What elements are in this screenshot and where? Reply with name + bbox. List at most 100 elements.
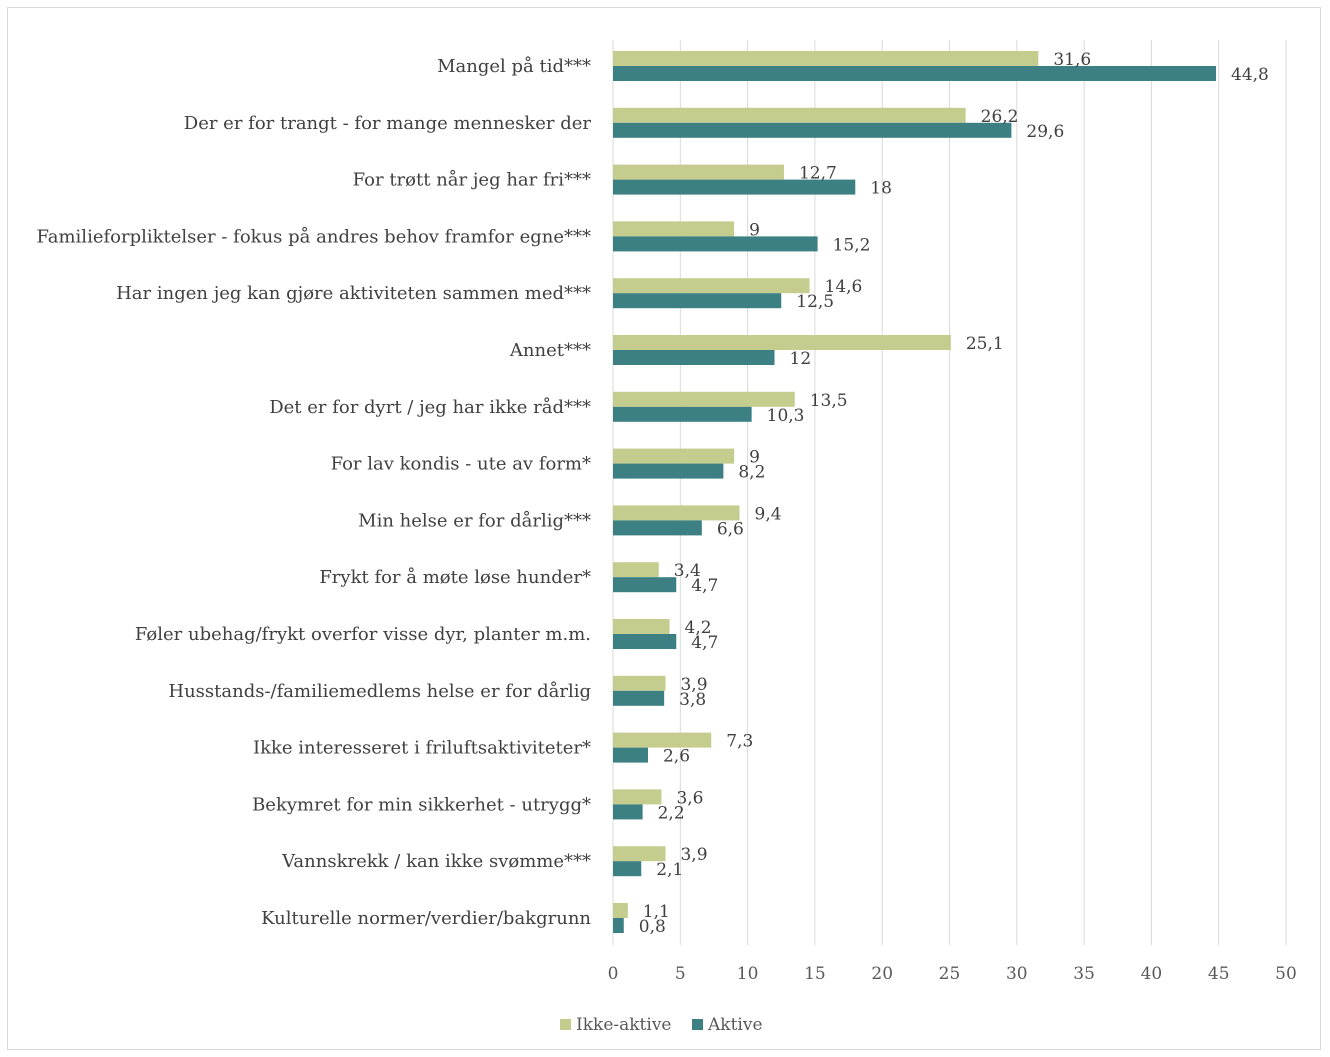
category-label: For lav kondis - ute av form* bbox=[331, 454, 591, 475]
bars bbox=[613, 51, 1217, 933]
bar-aktive bbox=[613, 406, 752, 422]
category-label: Familieforpliktelser - fokus på andres b… bbox=[36, 225, 591, 247]
data-label: 12,7 bbox=[799, 164, 837, 184]
data-label: 9 bbox=[749, 220, 760, 240]
bar-aktive bbox=[613, 236, 818, 252]
data-label: 9,4 bbox=[755, 504, 782, 524]
category-label: For trøtt når jeg har fri*** bbox=[353, 169, 591, 191]
legend-label: Aktive bbox=[707, 1015, 763, 1035]
x-tick-label: 5 bbox=[675, 964, 686, 984]
data-label: 15,2 bbox=[833, 235, 871, 255]
category-label: Kulturelle normer/verdier/bakgrunn bbox=[261, 908, 591, 929]
bar-ikke-aktive bbox=[613, 164, 784, 180]
data-label: 0,8 bbox=[639, 917, 666, 937]
data-label: 2,1 bbox=[656, 860, 683, 880]
x-tick-label: 0 bbox=[608, 964, 619, 984]
category-label: Frykt for å møte løse hunder* bbox=[319, 566, 591, 588]
x-tick-label: 35 bbox=[1073, 964, 1095, 984]
x-tick-label: 30 bbox=[1006, 964, 1028, 984]
bar-aktive bbox=[613, 520, 702, 536]
data-label: 13,5 bbox=[810, 391, 848, 411]
bar-aktive bbox=[613, 122, 1012, 138]
bar-aktive bbox=[613, 747, 648, 763]
category-label: Har ingen jeg kan gjøre aktiviteten samm… bbox=[116, 283, 591, 304]
category-label: Mangel på tid*** bbox=[437, 55, 591, 77]
bar-aktive bbox=[613, 690, 665, 706]
bar-ikke-aktive bbox=[613, 846, 666, 862]
bar-aktive bbox=[613, 179, 856, 195]
data-label: 1,1 bbox=[643, 902, 670, 922]
bar-aktive bbox=[613, 918, 624, 933]
bar-ikke-aktive bbox=[613, 732, 712, 748]
bar-ikke-aktive bbox=[613, 391, 795, 407]
x-tick-label: 50 bbox=[1275, 964, 1297, 984]
data-label: 3,9 bbox=[680, 675, 707, 695]
x-tick-label: 25 bbox=[939, 964, 961, 984]
data-label: 25,1 bbox=[966, 334, 1004, 354]
data-label: 7,3 bbox=[726, 732, 753, 752]
bar-ikke-aktive bbox=[613, 335, 951, 350]
data-label: 12 bbox=[790, 349, 812, 369]
legend-swatch bbox=[560, 1019, 571, 1030]
legend-label: Ikke-aktive bbox=[576, 1015, 672, 1035]
data-label: 31,6 bbox=[1053, 50, 1091, 70]
bar-ikke-aktive bbox=[613, 675, 666, 691]
data-label: 3,8 bbox=[679, 690, 706, 710]
category-label: Ikke interesseret i friluftsaktiviteter* bbox=[253, 738, 591, 759]
data-label: 26,2 bbox=[981, 107, 1019, 127]
data-label: 18 bbox=[870, 179, 892, 199]
x-axis-ticks: 0 5 10 15 20 25 30 35 40 45 50 bbox=[608, 964, 1297, 984]
data-label: 44,8 bbox=[1231, 65, 1269, 85]
bar-aktive bbox=[613, 463, 724, 479]
data-label: 2,6 bbox=[663, 747, 690, 767]
x-tick-label: 45 bbox=[1208, 964, 1230, 984]
x-tick-label: 20 bbox=[871, 964, 893, 984]
bar-ikke-aktive bbox=[613, 789, 662, 805]
x-tick-label: 10 bbox=[737, 964, 759, 984]
data-label: 29,6 bbox=[1026, 122, 1064, 142]
bar-ikke-aktive bbox=[613, 505, 740, 521]
bar-ikke-aktive bbox=[613, 107, 966, 123]
data-label: 12,5 bbox=[796, 292, 834, 312]
legend: Ikke-aktive Aktive bbox=[560, 1015, 763, 1035]
data-label: 3,4 bbox=[674, 561, 701, 581]
category-label: Vannskrekk / kan ikke svømme*** bbox=[281, 851, 591, 872]
category-labels: Mangel på tid*** Der er for trangt - for … bbox=[36, 55, 591, 929]
data-label: 4,7 bbox=[691, 633, 718, 653]
data-label: 4,2 bbox=[685, 618, 712, 638]
bar-aktive bbox=[613, 804, 643, 820]
bar-ikke-aktive bbox=[613, 619, 670, 634]
data-label: 10,3 bbox=[767, 406, 805, 426]
data-label: 4,7 bbox=[691, 576, 718, 596]
bar-ikke-aktive bbox=[613, 278, 810, 294]
x-tick-label: 40 bbox=[1141, 964, 1163, 984]
data-label: 6,6 bbox=[717, 519, 744, 539]
category-label: Det er for dyrt / jeg har ikke råd*** bbox=[269, 396, 591, 418]
category-label: Bekymret for min sikkerhet - utrygg* bbox=[252, 794, 591, 815]
bar-aktive bbox=[613, 861, 642, 877]
data-label: 9 bbox=[749, 448, 760, 468]
data-label: 8,2 bbox=[738, 463, 765, 483]
bar-ikke-aktive bbox=[613, 51, 1039, 66]
x-tick-label: 15 bbox=[804, 964, 826, 984]
category-label: Min helse er for dårlig*** bbox=[358, 509, 591, 531]
category-label: Der er for trangt - for mange mennesker … bbox=[184, 113, 592, 134]
category-label: Annet*** bbox=[509, 340, 591, 361]
legend-swatch bbox=[692, 1019, 703, 1030]
category-label: Føler ubehag/frykt overfor visse dyr, pl… bbox=[135, 624, 591, 645]
data-label: 14,6 bbox=[825, 277, 863, 297]
data-label: 3,9 bbox=[680, 845, 707, 865]
bar-aktive bbox=[613, 350, 775, 365]
bar-ikke-aktive bbox=[613, 562, 659, 578]
data-label: 2,2 bbox=[658, 803, 685, 823]
bar-aktive bbox=[613, 634, 677, 649]
data-label: 3,6 bbox=[676, 788, 703, 808]
bar-aktive bbox=[613, 66, 1217, 81]
data-labels: 31,6 44,8 26,2 29,6 12,7 18 9 15,2 14,612,5 25,1 1… bbox=[639, 50, 1269, 937]
bar-aktive bbox=[613, 293, 782, 309]
bar-ikke-aktive bbox=[613, 221, 735, 237]
bar-ikke-aktive bbox=[613, 448, 735, 464]
category-label: Husstands-/familiemedlems helse er for d… bbox=[168, 680, 591, 702]
bar-ikke-aktive bbox=[613, 903, 628, 918]
